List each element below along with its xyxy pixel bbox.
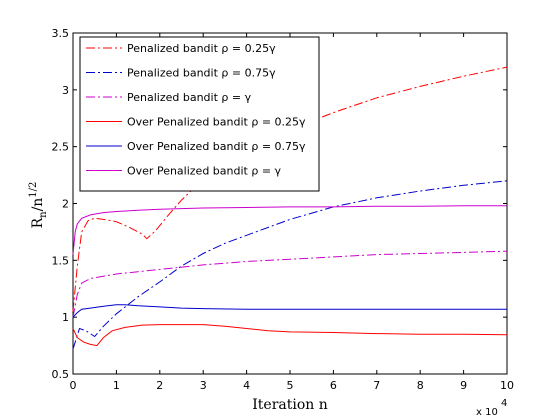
series-line-5 bbox=[72, 304, 507, 318]
series-line-2 bbox=[72, 180, 508, 350]
y-tick-label: 2.5 bbox=[52, 141, 70, 154]
legend-label-1: Penalized bandit ρ = 0.25γ bbox=[127, 42, 276, 55]
x-tick-label: 9 bbox=[460, 379, 467, 392]
x-tick-label: 1 bbox=[113, 379, 120, 392]
x-tick-label: 8 bbox=[417, 379, 424, 392]
x-axis-label: Iteration n bbox=[252, 397, 328, 413]
legend-label-6: Over Penalized bandit ρ = γ bbox=[127, 165, 282, 178]
legend-label-2: Penalized bandit ρ = 0.75γ bbox=[127, 67, 276, 80]
x-multiplier-exponent: 4 bbox=[501, 398, 507, 409]
series-line-4 bbox=[72, 324, 508, 347]
legend-label-4: Over Penalized bandit ρ = 0.25γ bbox=[127, 116, 306, 129]
series-group bbox=[72, 66, 508, 350]
x-tick-label: 7 bbox=[373, 379, 380, 392]
x-tick-label: 2 bbox=[156, 379, 163, 392]
x-tick-label: 3 bbox=[200, 379, 207, 392]
series-line-6 bbox=[72, 205, 507, 255]
legend-label-5: Over Penalized bandit ρ = 0.75γ bbox=[127, 140, 306, 153]
svg-text:Rn/n1/2: Rn/n1/2 bbox=[28, 182, 49, 229]
x-multiplier-label: x 10 bbox=[476, 407, 498, 418]
x-tick-label: 0 bbox=[70, 379, 77, 392]
y-tick-label: 1 bbox=[62, 311, 69, 324]
x-tick-label: 5 bbox=[287, 379, 294, 392]
y-tick-label: 2 bbox=[62, 198, 69, 211]
legend-label-3: Penalized bandit ρ = γ bbox=[127, 91, 252, 104]
series-line-3 bbox=[72, 250, 508, 318]
x-tick-label: 10 bbox=[500, 379, 514, 392]
y-tick-label: 3 bbox=[62, 84, 69, 97]
x-tick-label: 6 bbox=[330, 379, 337, 392]
y-tick-label: 0.5 bbox=[52, 368, 70, 381]
axis-ticks: 0 1 2 3 4 5 6 7 8 9 10 0.5 1 1.5 2 2.5 3 3.5 bbox=[52, 27, 515, 392]
y-tick-label: 1.5 bbox=[52, 254, 70, 267]
legend-box bbox=[79, 36, 320, 192]
legend: Penalized bandit ρ = 0.25γ Penalized band… bbox=[79, 36, 320, 192]
y-axis-label: Rn/n1/2 bbox=[28, 182, 49, 229]
y-tick-label: 3.5 bbox=[52, 27, 70, 40]
series-line-1 bbox=[72, 66, 508, 312]
x-tick-label: 4 bbox=[243, 379, 250, 392]
